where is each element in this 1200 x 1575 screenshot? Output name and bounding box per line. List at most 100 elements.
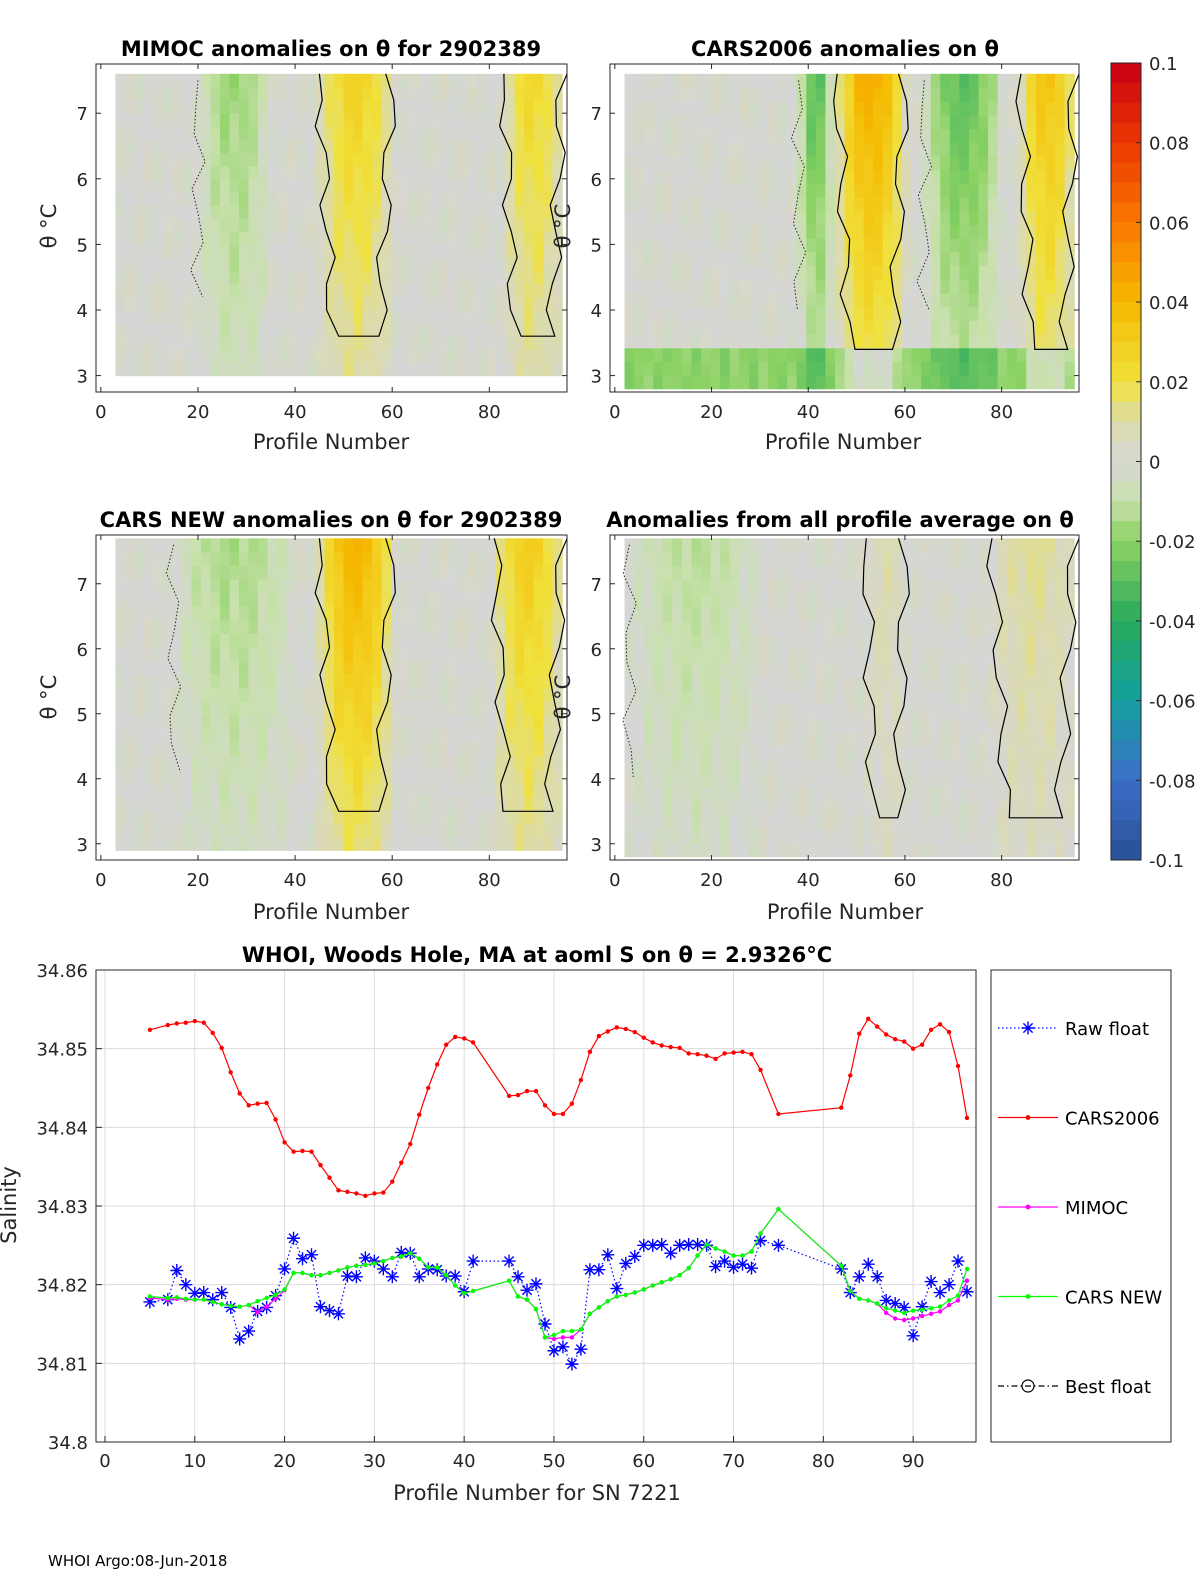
heatmap-cell bbox=[343, 538, 354, 553]
heatmap-cell bbox=[959, 197, 970, 212]
heatmap-cell bbox=[505, 660, 516, 675]
heatmap-cell bbox=[710, 224, 721, 239]
heatmap-cell bbox=[729, 759, 740, 775]
heatmap-cell bbox=[505, 823, 516, 838]
heatmap-cell bbox=[643, 621, 654, 636]
heatmap-cell bbox=[115, 701, 126, 716]
heatmap-cell bbox=[835, 732, 846, 747]
heatmap-cell bbox=[115, 231, 126, 245]
data-point bbox=[619, 1256, 633, 1270]
heatmap-cell bbox=[543, 165, 554, 180]
heatmap-cell bbox=[978, 320, 989, 335]
heatmap-cell bbox=[902, 801, 913, 816]
heatmap-cell bbox=[787, 347, 798, 362]
heatmap-cell bbox=[552, 836, 563, 851]
heatmap-cell bbox=[134, 362, 145, 377]
heatmap-cell bbox=[921, 114, 932, 130]
heatmap-cell bbox=[201, 606, 212, 621]
heatmap-cell bbox=[343, 323, 354, 337]
heatmap-cell bbox=[777, 87, 788, 102]
colorbar-segment bbox=[1111, 142, 1141, 164]
heatmap-cell bbox=[911, 801, 922, 816]
heatmap-cell bbox=[978, 579, 989, 595]
heatmap-cell bbox=[514, 191, 525, 206]
heatmap-cell bbox=[182, 687, 193, 702]
heatmap-cell bbox=[930, 73, 941, 89]
heatmap-cell bbox=[1016, 156, 1027, 171]
y-tick-label: 34.82 bbox=[36, 1276, 88, 1297]
heatmap-cell bbox=[921, 238, 932, 253]
heatmap-cell bbox=[448, 349, 459, 364]
data-point bbox=[524, 1297, 530, 1302]
heatmap-cell bbox=[1064, 375, 1075, 390]
heatmap-cell bbox=[505, 310, 516, 324]
heatmap-cell bbox=[419, 836, 430, 851]
heatmap-cell bbox=[362, 283, 373, 298]
heatmap-cell bbox=[959, 334, 970, 349]
heatmap-cell bbox=[467, 538, 478, 553]
heatmap-cell bbox=[162, 701, 173, 716]
heatmap-cell bbox=[873, 265, 884, 280]
heatmap-cell bbox=[844, 87, 855, 102]
heatmap-cell bbox=[134, 191, 145, 206]
heatmap-cell bbox=[343, 728, 354, 743]
heatmap-cell bbox=[930, 279, 941, 294]
heatmap-cell bbox=[930, 347, 941, 362]
heatmap-cell bbox=[949, 649, 960, 664]
heatmap-cell bbox=[1064, 114, 1075, 130]
heatmap-cell bbox=[777, 704, 788, 719]
heatmap-cell bbox=[911, 73, 922, 89]
heatmap-cell bbox=[419, 728, 430, 743]
heatmap-cell bbox=[134, 270, 145, 285]
heatmap-cell bbox=[315, 768, 326, 784]
heatmap-cell bbox=[968, 101, 980, 116]
heatmap-cell bbox=[1007, 579, 1018, 595]
heatmap-cell bbox=[258, 578, 269, 594]
heatmap-cell bbox=[115, 113, 126, 127]
heatmap-cell bbox=[372, 592, 383, 607]
heatmap-cell bbox=[115, 619, 126, 634]
heatmap-cell bbox=[143, 741, 154, 756]
heatmap-cell bbox=[277, 113, 288, 127]
heatmap-cell bbox=[720, 746, 731, 761]
heatmap-cell bbox=[124, 782, 135, 797]
heatmap-cell bbox=[624, 114, 635, 130]
heatmap-cell bbox=[988, 361, 999, 376]
heatmap-cell bbox=[353, 551, 364, 566]
legend-marker bbox=[1021, 1021, 1035, 1035]
heatmap-cell bbox=[277, 349, 288, 364]
heatmap-cell bbox=[372, 551, 383, 566]
heatmap-cell bbox=[182, 755, 193, 770]
heatmap-cell bbox=[229, 126, 240, 140]
heatmap-cell bbox=[796, 306, 807, 321]
heatmap-cell bbox=[997, 183, 1008, 198]
heatmap-cell bbox=[634, 224, 645, 239]
heatmap-cell bbox=[324, 100, 335, 114]
heatmap-cell bbox=[182, 836, 193, 851]
heatmap-cell bbox=[457, 205, 468, 219]
heatmap-cell bbox=[267, 205, 278, 219]
heatmap-cell bbox=[825, 197, 836, 212]
heatmap-cell bbox=[720, 156, 731, 171]
heatmap-cell bbox=[672, 621, 683, 636]
heatmap-cell bbox=[391, 257, 402, 272]
heatmap-cell bbox=[911, 361, 922, 376]
heatmap-cell bbox=[372, 126, 383, 140]
heatmap-cell bbox=[643, 210, 654, 225]
heatmap-cell bbox=[806, 320, 817, 335]
heatmap-cell bbox=[1045, 773, 1056, 789]
heatmap-cell bbox=[1016, 593, 1027, 608]
heatmap-cell bbox=[997, 690, 1008, 705]
heatmap-cell bbox=[777, 635, 788, 650]
heatmap-cell bbox=[143, 755, 154, 770]
heatmap-cell bbox=[467, 809, 478, 824]
heatmap-cell bbox=[729, 662, 740, 678]
data-point bbox=[583, 1263, 597, 1277]
heatmap-cell bbox=[239, 178, 250, 193]
heatmap-cell bbox=[959, 292, 970, 308]
heatmap-cell bbox=[768, 787, 779, 802]
heatmap-cell bbox=[940, 334, 951, 349]
data-point bbox=[363, 1193, 368, 1199]
heatmap-cell bbox=[634, 718, 645, 733]
heatmap-cell bbox=[438, 73, 449, 88]
